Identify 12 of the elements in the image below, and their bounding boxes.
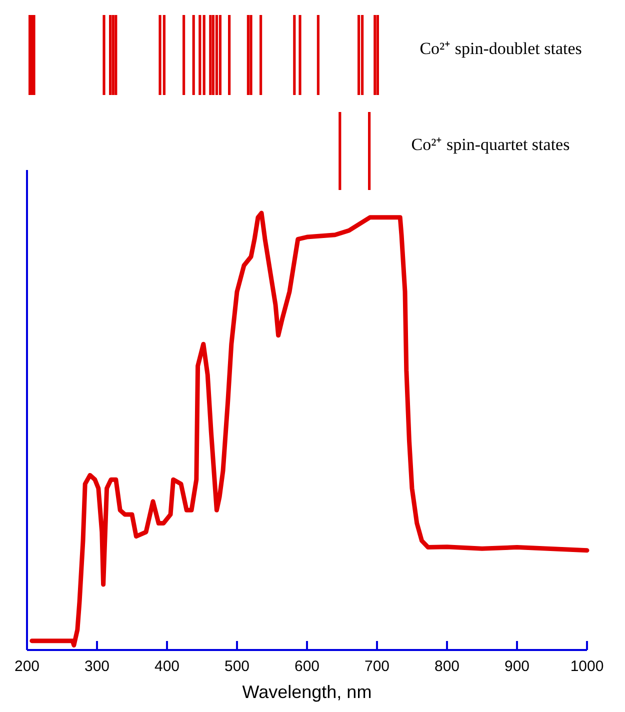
text: Co²⁺ spin-doublet states <box>420 38 582 58</box>
x-tick-label: 200 <box>14 658 40 675</box>
x-tick-label: 600 <box>294 658 320 675</box>
text: Co²⁺ spin-quartet states <box>411 134 570 154</box>
x-tick-label: 500 <box>224 658 250 675</box>
x-tick-label: 1000 <box>570 658 604 675</box>
x-tick-label: 800 <box>434 658 460 675</box>
x-tick-label: 400 <box>154 658 180 675</box>
x-tick-label: 900 <box>504 658 530 675</box>
x-axis-title: Wavelength, nm <box>242 682 372 702</box>
x-tick-label: 300 <box>84 658 110 675</box>
x-tick-label: 700 <box>364 658 390 675</box>
